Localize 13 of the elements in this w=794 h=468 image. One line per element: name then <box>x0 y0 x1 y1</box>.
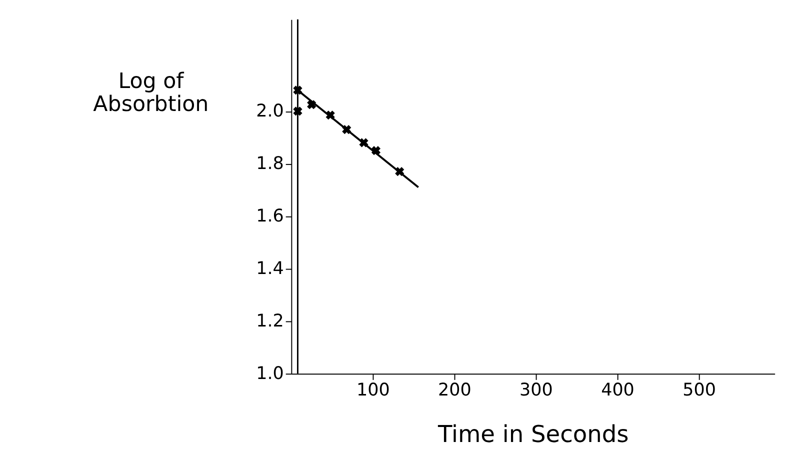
y-tick-label: 1.6 <box>256 206 284 227</box>
y-tick-label: 1.2 <box>256 311 284 332</box>
x-tick-label: 300 <box>520 380 553 400</box>
x-tick-label: 500 <box>682 380 716 400</box>
y-tick-label: 1.0 <box>256 364 284 384</box>
y-tick-label: 1.8 <box>256 154 284 174</box>
x-tick-label: 400 <box>601 380 634 400</box>
y-tick-label: 2.0 <box>256 102 284 122</box>
y-tick-label: 1.4 <box>256 258 284 279</box>
y-axis-title: Log of Absorbtion <box>93 68 209 118</box>
x-axis-title: Time in Seconds <box>436 421 629 448</box>
x-tick-label: 100 <box>356 380 390 400</box>
x-tick-label: 200 <box>438 380 472 400</box>
